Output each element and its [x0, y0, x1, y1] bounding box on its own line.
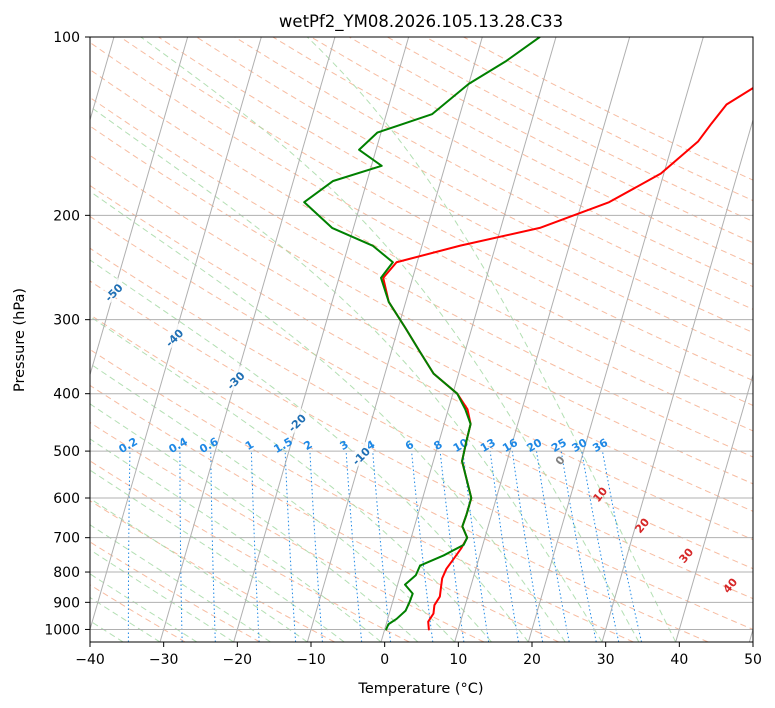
moist-adiabat-line: [306, 37, 677, 642]
isotherm-line: [380, 37, 557, 642]
y-tick-label: 200: [53, 208, 80, 224]
isotherm-line: [306, 37, 483, 642]
pressure-gridlines: [90, 37, 753, 630]
plot-frame: [89, 36, 754, 643]
x-tick-label: −20: [223, 652, 253, 668]
moist-adiabat-line: [90, 403, 419, 642]
isotherm-label-backdrop: [159, 323, 188, 351]
dry-adiabat-line: [90, 541, 261, 642]
y-tick-label: 400: [53, 387, 80, 403]
dry-adiabat-line: [90, 154, 753, 512]
dry-adiabat-line: [196, 37, 753, 334]
x-tick-label: 20: [523, 652, 541, 668]
dry-adiabat-line: [90, 41, 753, 406]
y-tick-label: 600: [53, 491, 80, 507]
y-tick-label: 1000: [44, 622, 80, 638]
x-tick-label: 40: [670, 652, 688, 668]
dry-adiabat-line: [234, 37, 753, 310]
chart-title: wetPf2_YM08.2026.105.13.28.C33: [279, 12, 563, 32]
y-tick-label: 300: [53, 313, 80, 329]
dry-adiabat-line: [90, 184, 753, 541]
mixing-ratio-label: 0.1: [70, 435, 93, 456]
isotherm-line: [675, 372, 753, 642]
y-tick-label: 800: [53, 565, 80, 581]
isotherm-line: [159, 37, 336, 642]
y-tick-label: 500: [53, 444, 80, 460]
mixing-ratio-line: [372, 451, 392, 642]
moist-adiabat-line: [140, 37, 640, 642]
dry-adiabat-line: [90, 96, 753, 458]
x-tick-label: −30: [149, 652, 179, 668]
x-tick-label: −10: [296, 652, 326, 668]
temperature-profile-line: [382, 86, 753, 631]
moist-adiabat-line: [90, 259, 529, 642]
dry-adiabat-line: [90, 247, 753, 600]
isotherm-line: [527, 37, 704, 642]
dry-adiabat-line: [90, 460, 410, 642]
isotherm-line: [233, 37, 410, 642]
mixing-ratio-line: [462, 451, 490, 642]
mixing-ratio-line: [345, 451, 363, 642]
x-tick-label: 30: [597, 652, 615, 668]
isotherm-label-backdrop: [346, 441, 374, 469]
mixing-ratio-line: [601, 451, 643, 642]
dry-adiabats: [90, 37, 753, 642]
moist-adiabat-line: [90, 190, 566, 642]
x-tick-label: 0: [380, 652, 389, 668]
isotherm-line: [601, 118, 753, 642]
dewpoint-profile-line: [303, 37, 541, 631]
x-axis-ticks: −40 −30 −20 −10 0 10 20 30 40 50: [75, 642, 762, 668]
plot-area: -100-90-80-70-60-50-40-30-20-100.10.20.4…: [70, 37, 753, 642]
mixing-ratio-line: [439, 451, 465, 642]
mixing-ratio-line: [581, 451, 620, 642]
mixing-ratio-line: [489, 451, 519, 642]
y-axis-label: Pressure (hPa): [12, 288, 28, 392]
dry-adiabat-line: [90, 584, 186, 642]
isotherm-line: [90, 37, 189, 377]
isotherm-label-backdrop: [220, 365, 249, 394]
mixing-ratio-lines: [127, 451, 643, 642]
moist-adiabat-line: [90, 315, 492, 642]
y-tick-label: 900: [53, 595, 80, 611]
isotherm-label-backdrop: [282, 407, 310, 436]
isotherm-label-backdrop: [98, 277, 127, 306]
moist-adiabat-line: [90, 105, 603, 642]
y-tick-label: 100: [53, 30, 80, 46]
dry-adiabat-line: [90, 125, 753, 485]
dry-adiabat-line: [90, 348, 634, 642]
isotherm-line: [454, 37, 631, 642]
dry-adiabat-line: [119, 37, 753, 382]
sounding-profiles: [303, 37, 753, 631]
dry-adiabat-line: [90, 421, 485, 642]
dry-adiabat-line: [90, 314, 709, 642]
moist-adiabat-line: [90, 469, 345, 642]
mixing-ratio-line: [411, 451, 434, 642]
dry-adiabat-line: [90, 215, 753, 570]
x-tick-label: 10: [449, 652, 467, 668]
moist-adiabat-line: [90, 363, 456, 642]
y-tick-label: 700: [53, 531, 80, 547]
x-axis-label: Temperature (°C): [357, 681, 483, 697]
moist-adiabats: [90, 37, 677, 642]
y-axis-ticks: 100 200 300 400 500 600 700 800 900 1000: [44, 30, 90, 638]
x-tick-label: −40: [75, 652, 105, 668]
x-tick-label: 50: [744, 652, 762, 668]
